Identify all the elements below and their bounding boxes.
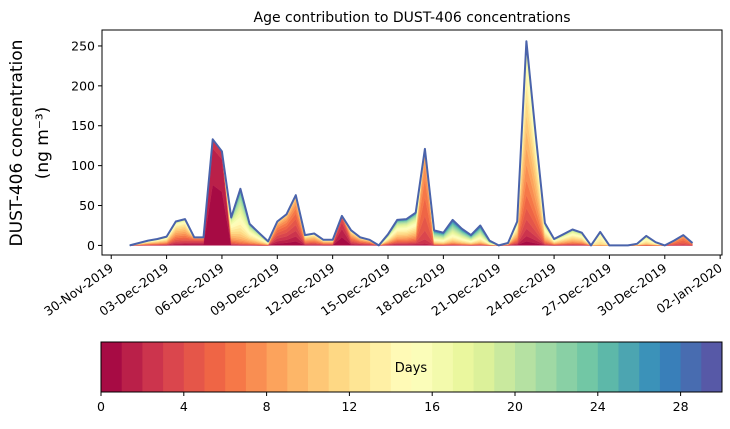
y-tick-label: 250 (71, 38, 95, 53)
colorbar-swatch-13 (370, 342, 392, 392)
colorbar-swatch-15 (411, 342, 433, 392)
colorbar-tick-label: 8 (263, 399, 271, 414)
colorbar-swatch-10 (308, 342, 330, 392)
colorbar-tick-label: 24 (590, 399, 606, 414)
y-axis-label: DUST-406 concentration (7, 40, 27, 247)
axes: 05010015020025030-Nov-201903-Dec-201906-… (41, 29, 725, 319)
colorbar-swatch-23 (577, 342, 599, 392)
chart-title: Age contribution to DUST-406 concentrati… (254, 10, 571, 26)
colorbar-swatch-17 (452, 342, 475, 392)
colorbar-swatch-18 (473, 342, 495, 392)
colorbar-swatch-3 (163, 342, 185, 392)
colorbar-swatch-21 (535, 342, 557, 392)
y-tick-label: 150 (71, 118, 95, 133)
total-concentration-line (129, 40, 694, 247)
y-tick-label: 200 (71, 78, 95, 93)
colorbar-tick-label: 0 (97, 399, 105, 414)
colorbar-swatch-7 (245, 342, 268, 392)
y-tick-label: 100 (71, 158, 95, 173)
y-tick-label: 50 (79, 198, 95, 213)
colorbar-swatch-27 (659, 342, 682, 392)
colorbar-swatch-25 (618, 342, 640, 392)
colorbar-swatch-1 (121, 342, 143, 392)
colorbar: 0 4 8 12 16 20 24 28 (97, 341, 723, 414)
colorbar-tick-label: 16 (424, 399, 440, 414)
colorbar-swatch-28 (680, 342, 702, 392)
colorbar-swatch-5 (204, 342, 226, 392)
colorbar-swatch-19 (494, 342, 516, 392)
colorbar-tick-label: 28 (673, 399, 689, 414)
colorbar-swatch-12 (349, 342, 371, 392)
colorbar-swatch-24 (597, 342, 619, 392)
colorbar-tick-label: 20 (507, 399, 523, 414)
colorbar-swatch-29 (701, 342, 723, 392)
plot-frame (101, 29, 723, 256)
colorbar-swatch-0 (101, 342, 123, 392)
colorbar-swatch-26 (639, 342, 661, 392)
colorbar-tick-label: 4 (180, 399, 188, 414)
colorbar-swatch-16 (432, 342, 454, 392)
colorbar-label: Days (395, 361, 428, 376)
y-axis-label-units: (ng m⁻³) (33, 107, 53, 180)
colorbar-swatch-2 (142, 342, 164, 392)
colorbar-swatch-22 (556, 342, 578, 392)
colorbar-swatch-14 (390, 342, 412, 392)
colorbar-swatch-8 (266, 342, 288, 392)
y-tick-label: 0 (87, 238, 95, 253)
colorbar-swatch-6 (225, 342, 247, 392)
colorbar-swatch-20 (515, 342, 537, 392)
colorbar-tick-label: 12 (341, 399, 357, 414)
colorbar-swatch-11 (328, 342, 350, 392)
colorbar-swatch-4 (183, 342, 205, 392)
stacked-areas (129, 40, 694, 247)
colorbar-frame (100, 341, 723, 393)
colorbar-swatch-9 (287, 342, 309, 392)
